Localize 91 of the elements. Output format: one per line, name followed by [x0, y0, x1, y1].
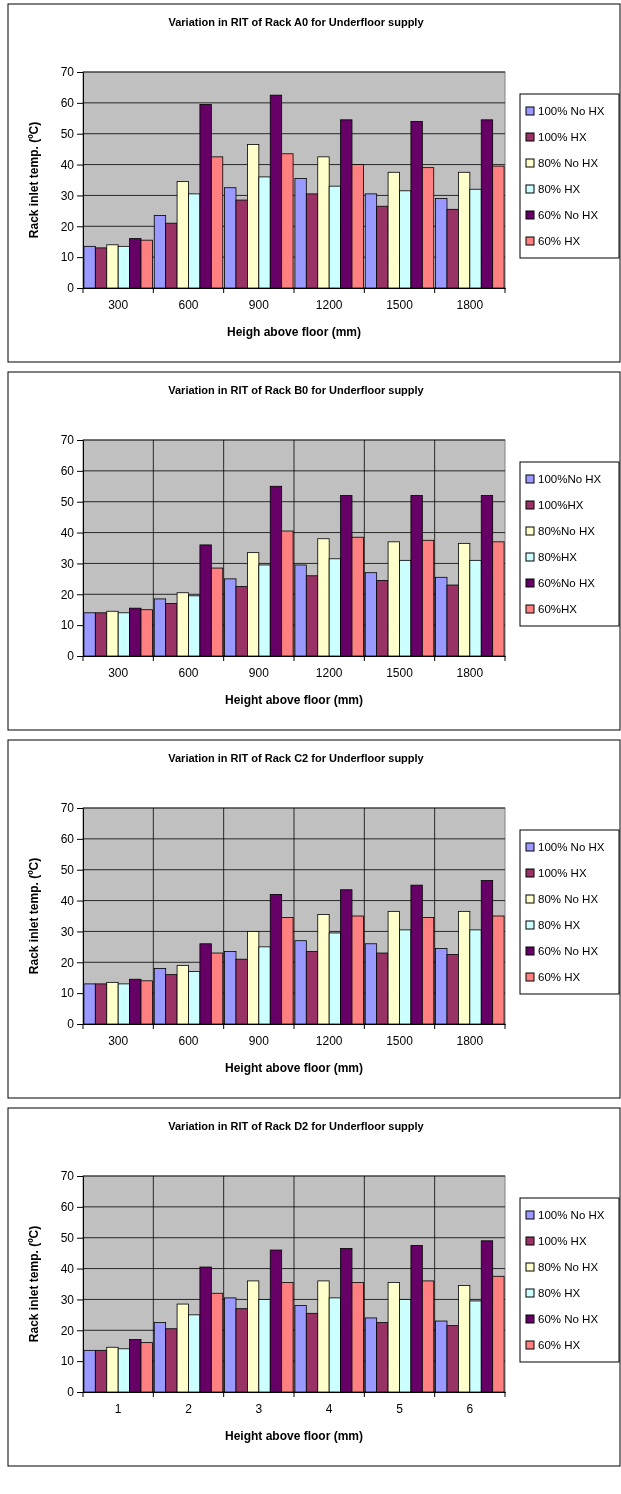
- y-tick-label: 20: [60, 1323, 75, 1338]
- x-axis-title: Height above floor (mm): [224, 1429, 364, 1443]
- x-tick-label: 3: [255, 1401, 263, 1416]
- legend-label: 100% No HX: [538, 105, 605, 117]
- chart-title: Variation in RIT of Rack C2 for Underfloor supply: [168, 752, 425, 764]
- legend-label: 80% No HX: [538, 893, 599, 905]
- legend-label: 80% No HX: [538, 1261, 599, 1273]
- y-axis-title: Rack inlet temp. (ºC): [27, 857, 41, 975]
- y-tick-label: 70: [60, 65, 75, 80]
- x-axis-title: Height above floor (mm): [224, 693, 364, 707]
- x-tick-label: 1500: [386, 665, 414, 680]
- y-tick-label: 60: [60, 832, 75, 847]
- y-tick-label: 10: [60, 618, 75, 633]
- legend-label: 60% No HX: [538, 209, 599, 221]
- x-tick-label: 1200: [315, 297, 343, 312]
- y-tick-label: 10: [60, 1354, 75, 1369]
- y-tick-label: 70: [60, 433, 75, 448]
- y-tick-label: 60: [60, 464, 75, 479]
- legend-label: 60%HX: [538, 603, 578, 615]
- x-tick-label: 6: [466, 1401, 474, 1416]
- legend-label: 60% No HX: [538, 1313, 599, 1325]
- legend-label: 80% HX: [538, 919, 581, 931]
- x-tick-label: 300: [108, 665, 129, 680]
- y-tick-label: 0: [67, 1017, 75, 1032]
- y-tick-label: 10: [60, 250, 75, 265]
- x-tick-label: 300: [108, 297, 129, 312]
- y-tick-label: 30: [60, 1292, 75, 1307]
- y-tick-label: 40: [60, 157, 75, 172]
- x-tick-label: 900: [248, 1033, 270, 1048]
- legend-label: 60% HX: [538, 971, 581, 983]
- legend-label: 100% HX: [538, 867, 587, 879]
- legend-label: 80% No HX: [538, 157, 599, 169]
- y-tick-label: 50: [60, 863, 75, 878]
- y-tick-label: 50: [60, 1231, 75, 1246]
- y-tick-label: 20: [60, 219, 75, 234]
- y-tick-label: 40: [60, 1261, 75, 1276]
- y-tick-label: 20: [60, 955, 75, 970]
- y-tick-label: 10: [60, 986, 75, 1001]
- y-axis-title: Rack inlet temp. (ºC): [27, 1225, 41, 1343]
- x-tick-label: 1800: [456, 297, 484, 312]
- y-tick-label: 60: [60, 1200, 75, 1215]
- y-tick-label: 50: [60, 495, 75, 510]
- legend-label: 100%HX: [538, 499, 584, 511]
- legend-label: 80% HX: [538, 1287, 581, 1299]
- x-tick-label: 600: [178, 1033, 199, 1048]
- legend-label: 100% No HX: [538, 1209, 605, 1221]
- legend-label: 100%No HX: [538, 473, 602, 485]
- y-tick-label: 50: [60, 127, 75, 142]
- x-tick-label: 1500: [386, 1033, 414, 1048]
- x-tick-label: 900: [248, 297, 270, 312]
- y-tick-label: 40: [60, 525, 75, 540]
- y-tick-label: 30: [60, 924, 75, 939]
- x-axis-title: Height above floor (mm): [224, 1061, 364, 1075]
- legend-label: 60% No HX: [538, 945, 599, 957]
- chart-title: Variation in RIT of Rack D2 for Underfloor supply: [168, 1120, 425, 1132]
- y-tick-label: 30: [60, 556, 75, 571]
- y-tick-label: 0: [67, 281, 75, 296]
- x-tick-label: 900: [248, 665, 270, 680]
- legend-label: 80%No HX: [538, 525, 596, 537]
- chart-title: Variation in RIT of Rack B0 for Underfloor supply: [168, 384, 425, 396]
- x-tick-label: 5: [396, 1401, 404, 1416]
- y-axis-title: Rack inlet temp. (ºC): [27, 121, 41, 239]
- y-tick-label: 20: [60, 587, 75, 602]
- legend-label: 100% HX: [538, 1235, 587, 1247]
- y-tick-label: 70: [60, 1169, 75, 1184]
- y-tick-label: 60: [60, 96, 75, 111]
- x-tick-label: 2: [185, 1401, 193, 1416]
- x-tick-label: 1200: [315, 1033, 343, 1048]
- y-tick-label: 30: [60, 188, 75, 203]
- x-tick-label: 1800: [456, 665, 484, 680]
- x-tick-label: 1500: [386, 297, 414, 312]
- x-tick-label: 1200: [315, 665, 343, 680]
- legend-label: 100% No HX: [538, 841, 605, 853]
- legend-label: 100% HX: [538, 131, 587, 143]
- legend-label: 60% HX: [538, 1339, 581, 1351]
- legend-label: 80%HX: [538, 551, 578, 563]
- x-tick-label: 300: [108, 1033, 129, 1048]
- x-tick-label: 4: [325, 1401, 333, 1416]
- y-tick-label: 0: [67, 649, 75, 664]
- legend-label: 60%No HX: [538, 577, 596, 589]
- x-tick-label: 1800: [456, 1033, 484, 1048]
- x-axis-title: Heigh above floor (mm): [226, 325, 362, 339]
- legend-label: 60% HX: [538, 235, 581, 247]
- x-tick-label: 600: [178, 297, 199, 312]
- y-tick-label: 0: [67, 1385, 75, 1400]
- x-tick-label: 600: [178, 665, 199, 680]
- y-tick-label: 70: [60, 801, 75, 816]
- y-tick-label: 40: [60, 893, 75, 908]
- legend-label: 80% HX: [538, 183, 581, 195]
- chart-title: Variation in RIT of Rack A0 for Underfloor supply: [168, 16, 425, 28]
- x-tick-label: 1: [114, 1401, 122, 1416]
